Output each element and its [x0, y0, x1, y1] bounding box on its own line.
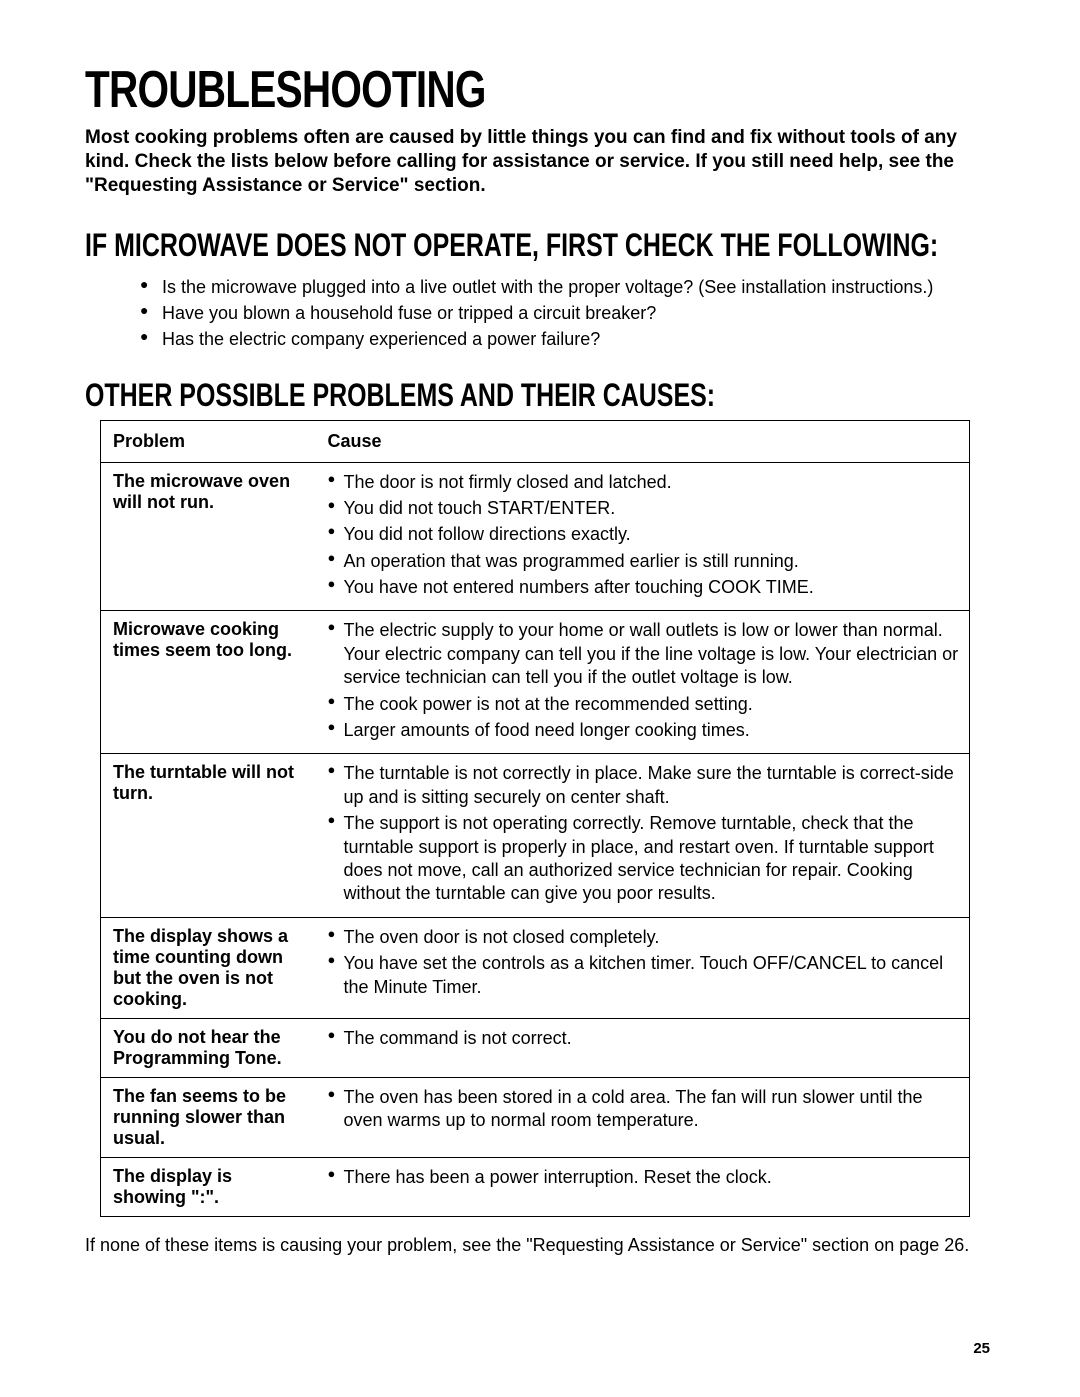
cause-cell: The turntable is not correctly in place.…: [316, 754, 970, 917]
cause-cell: The oven has been stored in a cold area.…: [316, 1077, 970, 1157]
table-row: The turntable will not turn. The turntab…: [101, 754, 970, 917]
table-row: The microwave oven will not run. The doo…: [101, 462, 970, 611]
cause-item: The command is not correct.: [328, 1027, 960, 1050]
cause-cell: The oven door is not closed completely. …: [316, 917, 970, 1018]
cause-item: There has been a power interruption. Res…: [328, 1166, 960, 1189]
table-row: The fan seems to be running slower than …: [101, 1077, 970, 1157]
problem-cell: The fan seems to be running slower than …: [101, 1077, 316, 1157]
section-check-first-title: IF MICROWAVE DOES NOT OPERATE, FIRST CHE…: [85, 227, 994, 264]
cause-item: You did not follow directions exactly.: [328, 523, 960, 546]
footnote-text: If none of these items is causing your p…: [85, 1235, 995, 1256]
page-number: 25: [973, 1340, 990, 1357]
cause-item: Larger amounts of food need longer cooki…: [328, 719, 960, 742]
list-item: Is the microwave plugged into a live out…: [140, 274, 995, 300]
table-row: The display shows a time counting down b…: [101, 917, 970, 1018]
cause-cell: The command is not correct.: [316, 1018, 970, 1077]
cause-item: The oven door is not closed completely.: [328, 926, 960, 949]
cause-cell: The electric supply to your home or wall…: [316, 611, 970, 754]
list-item: Have you blown a household fuse or tripp…: [140, 300, 995, 326]
col-header-cause: Cause: [316, 420, 970, 462]
cause-cell: The door is not firmly closed and latche…: [316, 462, 970, 611]
list-item: Has the electric company experienced a p…: [140, 326, 995, 352]
cause-item: The oven has been stored in a cold area.…: [328, 1086, 960, 1133]
cause-item: You have set the controls as a kitchen t…: [328, 952, 960, 999]
table-row: You do not hear the Programming Tone. Th…: [101, 1018, 970, 1077]
table-row: Microwave cooking times seem too long. T…: [101, 611, 970, 754]
cause-item: You have not entered numbers after touch…: [328, 576, 960, 599]
cause-item: The door is not firmly closed and latche…: [328, 471, 960, 494]
problem-cell: You do not hear the Programming Tone.: [101, 1018, 316, 1077]
page-title: TROUBLESHOOTING: [85, 60, 994, 120]
table-header-row: Problem Cause: [101, 420, 970, 462]
problem-cell: The turntable will not turn.: [101, 754, 316, 917]
section-problems-title: OTHER POSSIBLE PROBLEMS AND THEIR CAUSES…: [85, 377, 994, 414]
cause-item: The turntable is not correctly in place.…: [328, 762, 960, 809]
cause-item: You did not touch START/ENTER.: [328, 497, 960, 520]
intro-text: Most cooking problems often are caused b…: [85, 126, 995, 197]
problem-cell: Microwave cooking times seem too long.: [101, 611, 316, 754]
problem-cell: The microwave oven will not run.: [101, 462, 316, 611]
cause-item: The cook power is not at the recommended…: [328, 693, 960, 716]
manual-page: TROUBLESHOOTING Most cooking problems of…: [0, 0, 1080, 1397]
problem-cell: The display shows a time counting down b…: [101, 917, 316, 1018]
problems-table: Problem Cause The microwave oven will no…: [100, 420, 970, 1217]
cause-item: The electric supply to your home or wall…: [328, 619, 960, 689]
check-list: Is the microwave plugged into a live out…: [85, 274, 995, 352]
table-row: The display is showing ":". There has be…: [101, 1157, 970, 1216]
problem-cell: The display is showing ":".: [101, 1157, 316, 1216]
cause-item: An operation that was programmed earlier…: [328, 550, 960, 573]
col-header-problem: Problem: [101, 420, 316, 462]
cause-item: The support is not operating correctly. …: [328, 812, 960, 906]
cause-cell: There has been a power interruption. Res…: [316, 1157, 970, 1216]
